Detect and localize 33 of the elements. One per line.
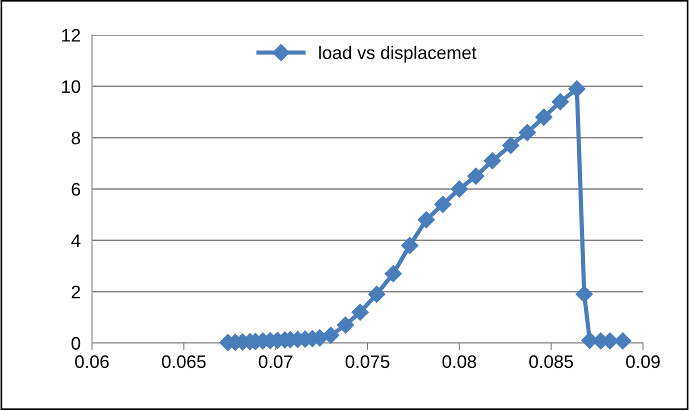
point — [418, 211, 435, 228]
x-tick-label: 0.09 — [626, 355, 660, 368]
y-tick-label: 6 — [72, 182, 80, 196]
x-tick-label: 0.085 — [529, 355, 574, 368]
point — [467, 168, 484, 185]
x-tick-label: 0.08 — [442, 355, 476, 368]
y-tick-label: 0 — [72, 336, 80, 350]
x-tick-label: 0.075 — [346, 355, 390, 368]
y-tick-label: 4 — [71, 234, 80, 247]
point — [535, 108, 552, 126]
point — [401, 236, 418, 254]
point — [352, 304, 369, 321]
point — [568, 80, 586, 98]
legend-label: load vs displacemet — [319, 46, 476, 63]
y-tick-label: 2 — [72, 286, 80, 298]
y-tick-label: 12 — [62, 28, 80, 42]
x-tick-label: 0.07 — [258, 355, 292, 368]
point — [614, 332, 632, 350]
y-tick-label: 8 — [72, 132, 80, 144]
point — [518, 124, 536, 142]
point — [336, 316, 354, 334]
point — [576, 286, 593, 303]
point — [368, 286, 386, 303]
y-tick-label: 10 — [62, 80, 80, 94]
x-tick-label: 0.065 — [162, 355, 206, 368]
point — [552, 93, 569, 110]
point — [434, 196, 452, 213]
point — [384, 265, 402, 282]
point — [450, 180, 468, 198]
x-tick-label: 0.06 — [75, 355, 109, 368]
point — [322, 326, 340, 344]
point — [502, 136, 520, 154]
point — [484, 152, 501, 170]
